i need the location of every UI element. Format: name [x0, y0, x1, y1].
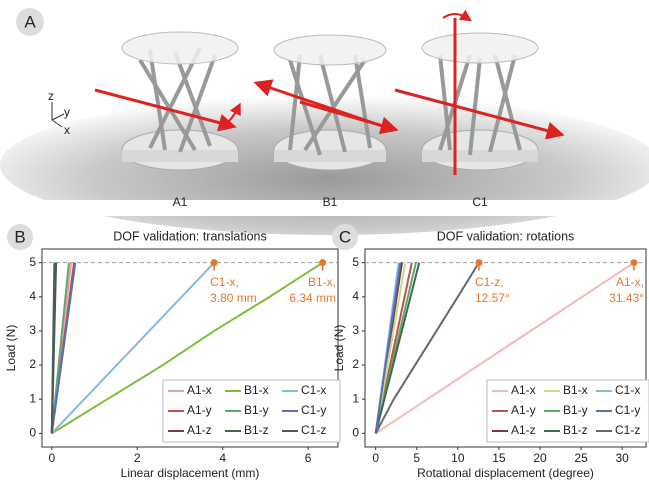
y-tick-label: 0: [352, 426, 359, 440]
y-tick-label: 4: [29, 289, 36, 303]
ground-fade: [0, 200, 649, 216]
legend-box: [486, 379, 649, 443]
legend-label: B1-z: [563, 423, 588, 437]
series-line: [374, 262, 402, 434]
x-tick-label: 15: [492, 451, 506, 465]
panel-label: B: [14, 227, 25, 246]
y-tick-label: 4: [352, 289, 359, 303]
axis-label: x: [64, 123, 70, 137]
chart-title: DOF validation: translations: [113, 229, 267, 243]
legend-label: C1-y: [301, 403, 326, 417]
annotation-text: 12.57°: [475, 291, 510, 305]
legend-box: [162, 379, 341, 443]
plot-frame: [364, 248, 647, 448]
legend-label: B1-y: [244, 403, 269, 417]
annotation-text: 3.80 mm: [210, 291, 257, 305]
series-line: [375, 261, 635, 435]
legend-label: C1-z: [615, 423, 640, 437]
panel-label-bg: [7, 224, 33, 250]
x-tick-label: 0: [48, 451, 55, 465]
mechanism-label: B1: [323, 195, 338, 209]
panel-label: C: [339, 227, 351, 246]
x-tick-label: 10: [451, 451, 465, 465]
series-line: [50, 262, 70, 434]
series-line: [50, 262, 77, 434]
x-tick-label: 2: [134, 451, 141, 465]
legend-label: C1-y: [615, 403, 640, 417]
chart-title: DOF validation: rotations: [437, 229, 575, 243]
series-line: [51, 261, 215, 435]
mechanism: [94, 31, 241, 171]
axis-label: y: [64, 105, 70, 119]
series-line: [50, 262, 58, 434]
y-tick-label: 1: [352, 391, 359, 405]
legend-label: A1-z: [511, 423, 536, 437]
y-tick-label: 3: [29, 323, 36, 337]
legend-label: B1-x: [563, 383, 588, 397]
x-tick-label: 5: [413, 451, 420, 465]
x-tick-label: 6: [305, 451, 312, 465]
y-tick-label: 3: [352, 323, 359, 337]
legend-label: A1-x: [511, 383, 536, 397]
x-axis-label: Rotational displacement (degree): [417, 466, 594, 480]
x-tick-label: 30: [615, 451, 629, 465]
mechanism-label: C1: [472, 195, 488, 209]
panel-label: A: [24, 12, 36, 31]
series-line: [51, 261, 324, 435]
x-tick-label: 0: [372, 451, 379, 465]
annotation-text: 31.43°: [609, 291, 644, 305]
panel-a: A z y x: [0, 8, 649, 235]
legend-label: B1-y: [563, 403, 588, 417]
legend-label: C1-z: [301, 423, 326, 437]
y-tick-label: 5: [29, 255, 36, 269]
axis-label: z: [48, 89, 54, 103]
legend-label: A1-y: [187, 403, 212, 417]
series-line: [374, 262, 480, 434]
mechanism: [253, 34, 399, 171]
legend-label: C1-x: [301, 383, 326, 397]
mechanism-label: A1: [173, 195, 188, 209]
annotation-text: A1-x,: [616, 275, 644, 289]
y-tick-label: 5: [352, 255, 359, 269]
y-tick-label: 0: [29, 426, 36, 440]
x-tick-label: 4: [219, 451, 226, 465]
x-tick-label: 25: [574, 451, 588, 465]
legend-label: B1-z: [244, 423, 269, 437]
y-tick-label: 1: [29, 391, 36, 405]
legend-label: C1-x: [615, 383, 640, 397]
mechanism: [394, 9, 565, 175]
panel-label-bg: [16, 8, 44, 36]
y-tick-label: 2: [352, 357, 359, 371]
series-line: [374, 262, 421, 434]
y-axis-label: Load (N): [332, 325, 346, 372]
annotation-text: C1-x,: [210, 275, 239, 289]
y-axis-label: Load (N): [4, 325, 18, 372]
legend-label: A1-z: [187, 423, 212, 437]
legend-label: A1-x: [187, 383, 212, 397]
axis-triad: [51, 102, 65, 128]
y-tick-label: 2: [29, 357, 36, 371]
plot-frame: [41, 248, 339, 448]
x-axis-label: Linear displacement (mm): [121, 466, 260, 480]
annotation-text: C1-z,: [475, 275, 504, 289]
legend-label: A1-y: [511, 403, 536, 417]
panel-label-bg: [332, 224, 358, 250]
annotation-text: B1-x,: [308, 275, 336, 289]
annotation-text: 6.34 mm: [289, 291, 336, 305]
x-tick-label: 20: [533, 451, 547, 465]
legend-label: B1-x: [244, 383, 269, 397]
